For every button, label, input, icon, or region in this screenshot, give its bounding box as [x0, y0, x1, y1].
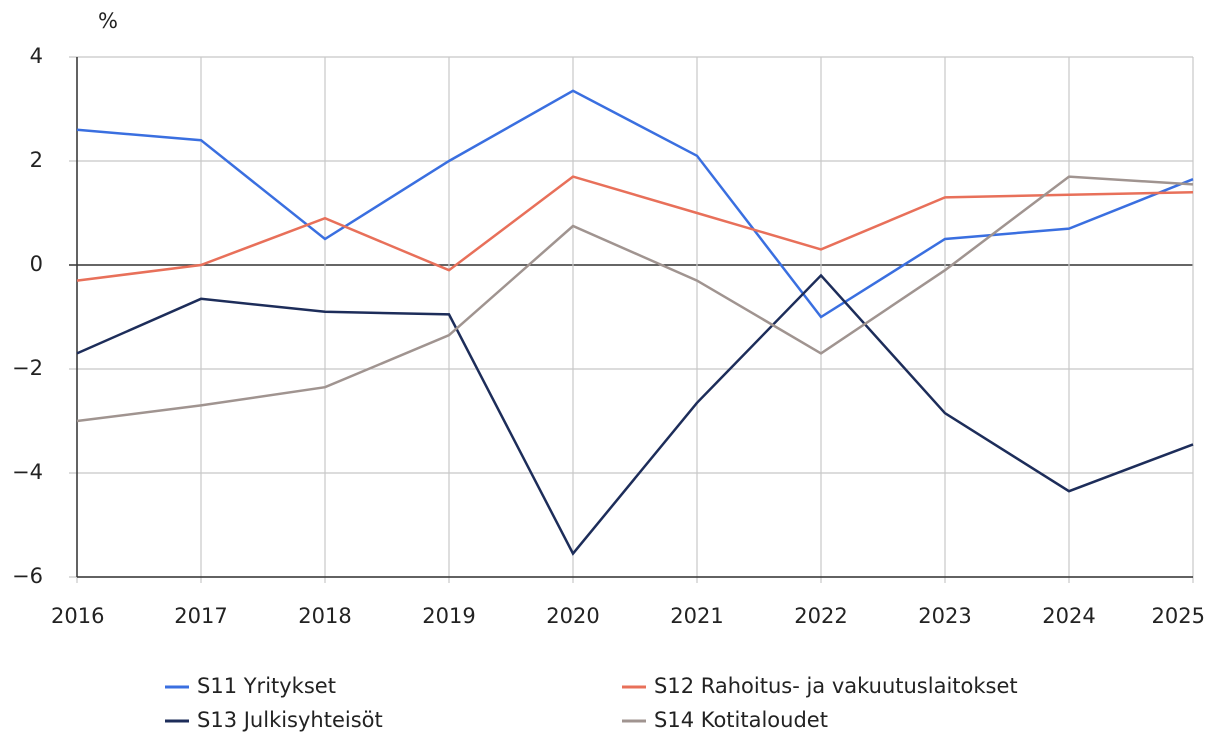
- series-line: [76, 89, 1194, 319]
- y-axis-label: %: [98, 9, 118, 33]
- y-tick-label: 4: [30, 44, 43, 68]
- x-tick-label: 2021: [670, 604, 723, 628]
- x-tick-label: 2025: [1152, 604, 1205, 628]
- legend-label: S12 Rahoitus- ja vakuutuslaitokset: [654, 674, 1018, 698]
- x-tick-label: 2020: [546, 604, 599, 628]
- series-line: [76, 273, 1194, 556]
- x-tick-label: 2018: [298, 604, 351, 628]
- series-line: [76, 175, 1194, 282]
- legend-label: S11 Yritykset: [197, 674, 336, 698]
- x-tick-label: 2019: [422, 604, 475, 628]
- x-tick-label: 2022: [794, 604, 847, 628]
- y-tick-label: 0: [30, 252, 43, 276]
- series-line: [76, 175, 1194, 423]
- legend-label: S14 Kotitaloudet: [654, 708, 828, 732]
- legend-label: S13 Julkisyhteisöt: [197, 708, 383, 732]
- x-tick-label: 2023: [918, 604, 971, 628]
- x-tick-label: 2024: [1042, 604, 1095, 628]
- y-tick-label: −6: [12, 564, 43, 588]
- y-tick-label: −2: [12, 356, 43, 380]
- y-tick-label: 2: [30, 148, 43, 172]
- x-tick-label: 2017: [174, 604, 227, 628]
- y-tick-label: −4: [12, 460, 43, 484]
- x-tick-label: 2016: [51, 604, 104, 628]
